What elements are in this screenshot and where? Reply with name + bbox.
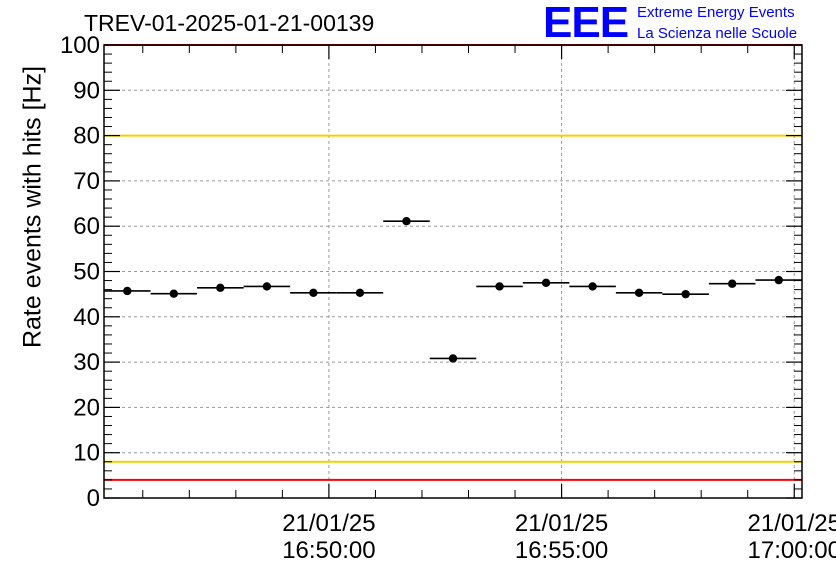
data-point-marker xyxy=(169,289,178,298)
data-point-marker xyxy=(309,288,318,297)
y-tick-label: 100 xyxy=(60,32,100,59)
data-point-marker xyxy=(495,282,504,291)
x-tick-time-label: 16:55:00 xyxy=(515,537,608,564)
y-tick-label: 0 xyxy=(87,485,100,512)
data-point-marker xyxy=(216,283,225,293)
data-point-marker xyxy=(774,275,783,285)
data-point-marker xyxy=(728,279,737,288)
data-points xyxy=(104,217,802,363)
y-tick-label: 50 xyxy=(73,259,100,286)
grid-lines xyxy=(104,45,802,498)
logo-line-2: La Scienza nelle Scuole xyxy=(637,25,798,42)
logo-line-1: Extreme Energy Events xyxy=(637,4,795,21)
chart-title: TREV-01-2025-01-21-00139 xyxy=(84,10,375,36)
y-tick-label: 40 xyxy=(73,304,100,331)
y-tick-label: 60 xyxy=(73,213,100,240)
x-tick-date-label: 21/01/25 xyxy=(282,510,375,537)
data-point-marker xyxy=(634,288,644,297)
x-tick-date-label: 21/01/25 xyxy=(748,510,836,537)
y-tick-label: 10 xyxy=(73,440,100,467)
y-tick-label: 90 xyxy=(73,77,100,104)
eee-logo-mark: EEE xyxy=(543,0,629,47)
data-point-marker xyxy=(355,288,365,297)
y-tick-label: 20 xyxy=(73,394,100,421)
x-tick-date-label: 21/01/25 xyxy=(515,510,608,537)
data-point-marker xyxy=(262,282,272,291)
data-point-marker xyxy=(123,286,132,296)
data-point-marker xyxy=(402,217,411,226)
x-tick-time-label: 17:00:00 xyxy=(748,537,836,564)
x-tick-time-label: 16:50:00 xyxy=(282,537,375,564)
data-point-marker xyxy=(588,282,597,291)
data-point-marker xyxy=(681,289,690,299)
data-point-marker xyxy=(541,278,551,288)
y-tick-label: 80 xyxy=(73,123,100,150)
data-point-marker xyxy=(448,354,458,363)
y-axis-label: Rate events with hits [Hz] xyxy=(18,65,47,349)
y-tick-label: 30 xyxy=(73,349,100,376)
y-tick-label: 70 xyxy=(73,168,100,195)
reference-lines xyxy=(104,44,802,481)
tick-labels: 010203040506070809010021/01/2516:50:0021… xyxy=(60,32,836,564)
axis-ticks xyxy=(104,44,802,499)
